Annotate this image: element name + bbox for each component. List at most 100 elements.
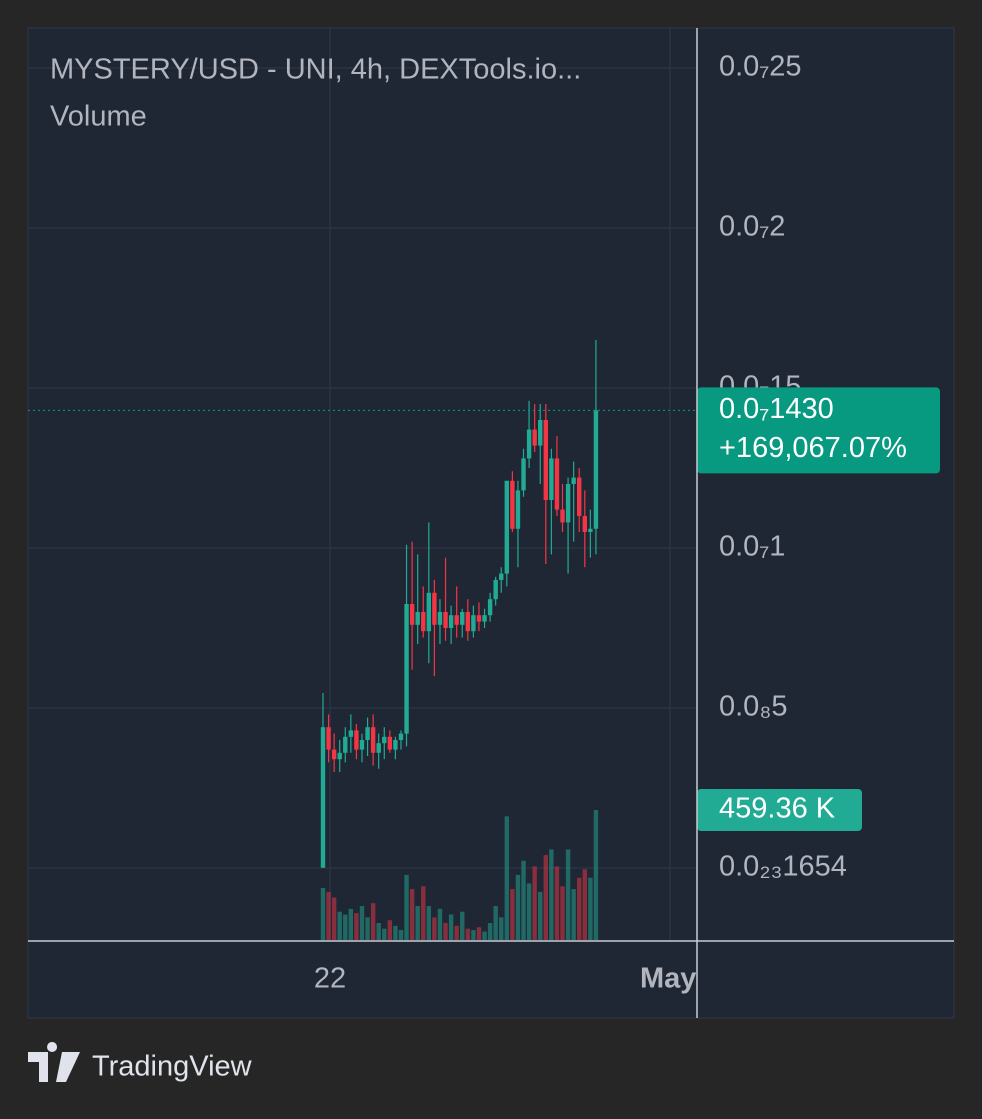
candle-body [465,612,471,632]
volume-bar [565,849,571,940]
volume-bar [326,891,331,940]
candle-body [593,410,599,529]
volume-bar [398,930,404,940]
candle-body [526,429,532,459]
volume-bar [577,877,582,940]
volume-bar [504,816,510,940]
volume-bar [538,891,543,940]
volume-bar [454,925,459,940]
volume-bar [370,903,376,940]
last-volume-box [697,789,862,832]
volume-bar [376,923,381,940]
volume-bar [521,860,526,940]
volume-bar [404,874,409,940]
candle-body [426,592,432,632]
candle-body [493,580,498,600]
y-tick-label: 0.0₈5 [719,691,787,723]
volume-bar [448,914,454,940]
volume-bar [387,920,393,940]
candle-body [376,743,381,753]
candle-body [588,528,593,532]
candle-body [510,480,515,529]
candle-body [354,730,359,750]
candle-body [521,458,526,491]
volume-bar [549,849,554,940]
volume-bar [409,889,415,940]
volume-bar [421,886,426,940]
volume-bar [582,869,587,940]
grid [28,67,697,869]
candle-body [504,480,510,574]
volume-bar [476,927,482,940]
candle-body [443,612,448,628]
candle-body [337,752,342,760]
candle-body [538,420,543,446]
volume-bar [543,855,548,940]
x-tick-label: 22 [314,963,346,995]
candle-body [421,612,426,632]
candle-body [515,490,521,529]
volume-bar [499,917,504,940]
volume-bar [354,913,359,940]
candle-body [359,740,365,750]
candles [320,340,599,868]
volume-bar [331,897,337,940]
volume-bar [348,908,354,940]
candle-body [326,727,331,750]
candle-body [348,730,354,737]
candle-body [571,477,576,484]
volume-bar [532,866,537,940]
candle-body [320,727,326,868]
candle-body [460,612,465,625]
last-volume-label: 459.36 K [719,793,836,825]
volume-bar [560,886,565,940]
x-tick-label: May [640,963,696,995]
candle-body [370,727,376,753]
candle-body [560,509,565,523]
candle-body [404,604,409,734]
volume-bar [554,866,560,940]
y-tick-label: 0.0₇1 [719,531,785,563]
candle-body [398,733,404,740]
y-tick-label: 0.0₇2 [719,211,785,243]
volume-bar [465,928,471,940]
candle-body [382,736,387,744]
volume-bar [593,810,599,940]
candle-body [565,484,571,523]
candle-body [482,615,487,622]
chart-panel [27,27,955,1019]
volume-bar [320,887,326,940]
volume-bar [382,928,387,940]
candle-body [549,458,554,500]
candle-body [582,516,587,532]
volume-bar [482,931,487,940]
tradingview-logo: TradingView [28,1042,253,1083]
volume-bar [415,906,420,940]
volume-bar [426,906,432,940]
volume-bar [393,925,398,940]
volume-bar [493,906,498,940]
volume-pane [320,810,599,940]
volume-bar [515,874,521,940]
volume-bar [460,911,465,940]
volume-bar [365,917,370,940]
candle-body [471,615,476,632]
candle-body [331,749,337,760]
volume-bar [359,906,365,940]
brand-name: TradingView [92,1051,253,1083]
volume-bar [571,889,576,940]
y-tick-label: 0.0₂₃1654 [719,851,847,883]
candle-body [448,615,454,628]
pane-label: Volume [50,101,147,133]
volume-bar [437,908,443,940]
candle-body [577,477,582,516]
volume-bar [443,923,448,940]
candle-body [365,727,370,740]
chart-title: MYSTERY/USD - UNI, 4h, DEXTools.io... [50,54,581,86]
candle-body [454,615,459,625]
volume-bar [471,930,476,940]
volume-bar [337,911,342,940]
last-price-label: 0.0₇1430 [719,393,834,425]
volume-bar [343,914,348,940]
